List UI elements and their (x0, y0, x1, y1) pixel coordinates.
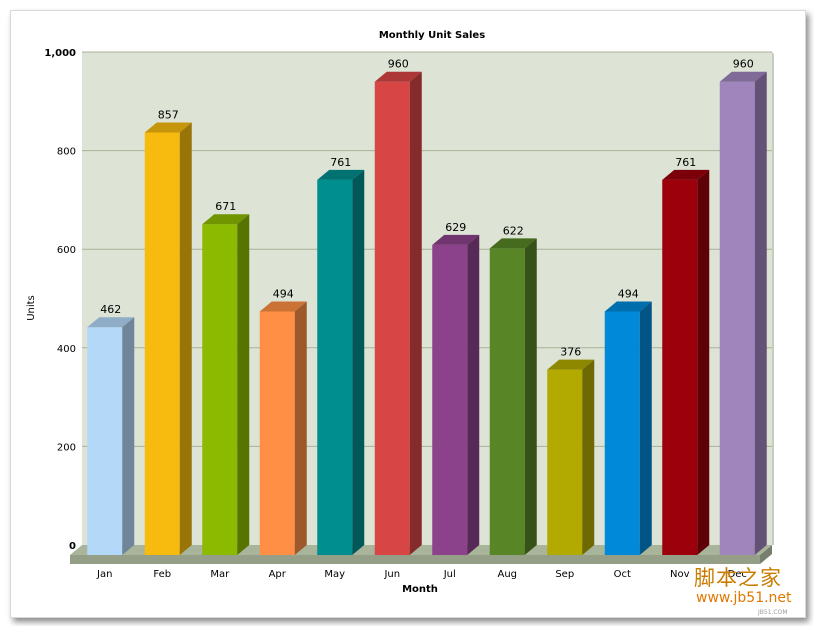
bar-side (754, 71, 767, 555)
x-tick-label: Nov (670, 569, 690, 580)
data-label: 671 (215, 200, 236, 213)
bar-front (432, 244, 468, 555)
bar-side (409, 71, 422, 555)
bar-side (524, 238, 537, 555)
data-label: 761 (675, 156, 696, 169)
bar-side (294, 301, 307, 555)
bar-front (719, 81, 755, 555)
bar-aug (489, 238, 537, 555)
bar-top (317, 169, 365, 180)
x-tick-label: Jun (383, 569, 400, 580)
bars-layer (87, 71, 767, 556)
plot-wall-edge (772, 52, 774, 545)
plot-background-layer (82, 52, 774, 545)
bar-side (639, 301, 652, 555)
bar-nov (662, 169, 710, 555)
bar-side (122, 317, 135, 555)
bar-side (582, 359, 595, 555)
bar-side (697, 169, 710, 555)
data-label: 761 (330, 156, 351, 169)
bar-may (317, 169, 365, 555)
floor-front (70, 555, 760, 564)
bar-mar (202, 214, 250, 555)
data-label: 960 (733, 58, 754, 71)
bar-oct (604, 301, 652, 555)
bar-jul (432, 234, 480, 555)
bar-top (259, 301, 307, 312)
bar-jan (87, 317, 135, 555)
y-tick-label: 0 (69, 541, 76, 552)
floor-side (760, 545, 772, 564)
y-axis-title: Units (26, 295, 37, 321)
bar-top (202, 214, 250, 225)
data-label: 494 (273, 287, 294, 300)
bar-sep (547, 359, 595, 555)
bar-front (547, 369, 583, 555)
x-tick-label: Jan (96, 569, 112, 580)
bar-front (489, 248, 525, 555)
bar-top (374, 71, 422, 82)
data-label: 960 (388, 58, 409, 71)
x-tick-label: Sep (555, 569, 574, 580)
x-tick-label: May (324, 569, 345, 580)
bar-dec (719, 71, 767, 555)
data-label: 622 (503, 224, 524, 237)
watermark-small-text: JB51.COM (758, 609, 788, 616)
bar-front (202, 224, 238, 555)
bar-apr (259, 301, 307, 555)
bar-side (237, 214, 250, 555)
y-tick-label: 800 (57, 147, 76, 158)
bar-front (87, 327, 123, 555)
x-axis-title: Month (402, 584, 438, 595)
y-tick-label: 600 (57, 245, 76, 256)
x-tick-label: Mar (210, 569, 230, 580)
data-label: 376 (560, 346, 581, 359)
y-tick-label: 1,000 (44, 48, 76, 59)
x-tick-label: Oct (614, 569, 631, 580)
watermark-url: www.jb51.net (696, 590, 792, 606)
data-label: 857 (158, 108, 179, 121)
bar-side (179, 122, 192, 556)
data-label: 462 (100, 303, 121, 316)
bar-top (604, 301, 652, 312)
bar-front (259, 311, 295, 555)
watermark-text: 脚本之家 (694, 566, 782, 590)
labels-layer: 0 200 400 600 800 1,000 462 Jan 857 Feb 671 Mar 494 A… (44, 48, 753, 580)
y-tick-label: 200 (57, 442, 76, 453)
bar-top (547, 359, 595, 370)
bar-front (144, 132, 180, 555)
bar-top (662, 169, 710, 180)
x-tick-label: Apr (269, 569, 287, 580)
x-tick-label: Dec (728, 569, 747, 580)
bar-front (374, 81, 410, 555)
x-tick-label: Feb (153, 569, 171, 580)
bar-side (352, 169, 365, 555)
y-tick-label: 400 (57, 344, 76, 355)
bar-front (662, 179, 698, 555)
bar-top (719, 71, 767, 82)
bar-feb (144, 122, 192, 556)
bar-top (432, 234, 480, 245)
x-tick-label: Jul (443, 569, 456, 580)
bar-front (604, 311, 640, 555)
bar-top (489, 238, 537, 249)
chart-title: Monthly Unit Sales (379, 30, 485, 41)
bar-front (317, 179, 353, 555)
bar-top (144, 122, 192, 133)
bar-side (467, 234, 480, 555)
gridlines-layer (82, 51, 772, 447)
bar-top (87, 317, 135, 328)
bar-jun (374, 71, 422, 555)
x-tick-label: Aug (497, 569, 517, 580)
plot-background (82, 52, 772, 545)
data-label: 494 (618, 287, 639, 300)
data-label: 629 (445, 221, 466, 234)
